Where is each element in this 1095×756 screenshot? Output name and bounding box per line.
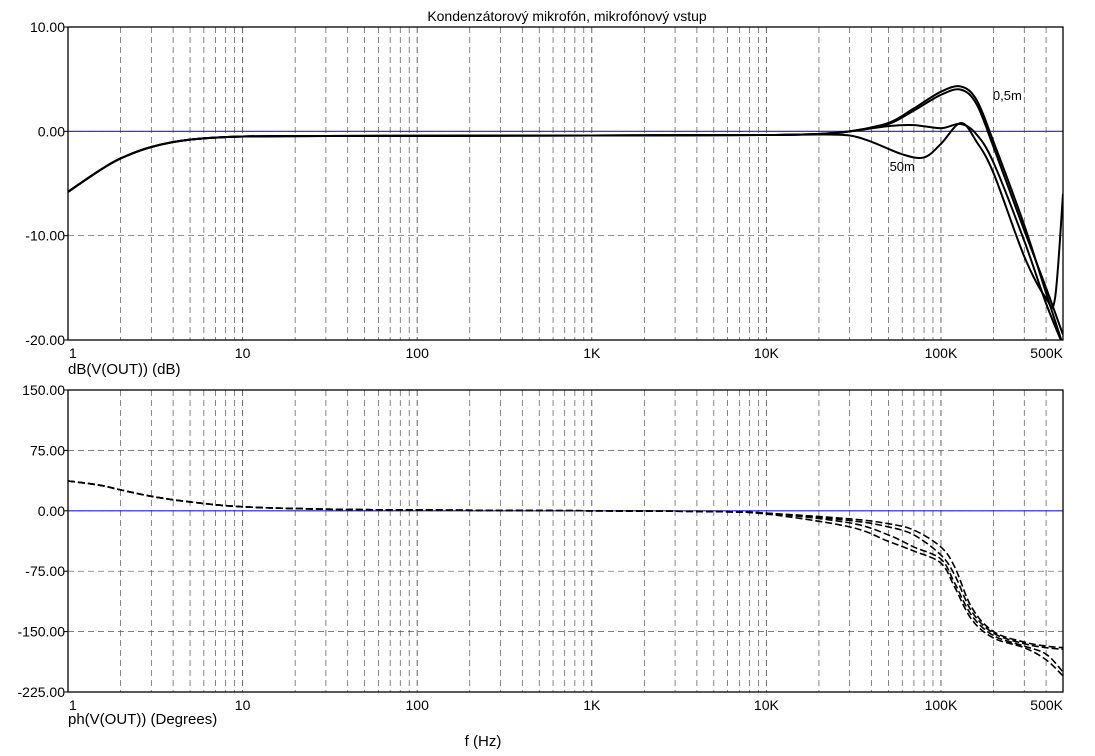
y-axis-label: ph(V(OUT)) (Degrees) bbox=[68, 711, 217, 728]
y-tick-label: 0.00 bbox=[38, 123, 65, 139]
y-tick-label: 10.00 bbox=[30, 19, 65, 35]
y-tick-label: 0.00 bbox=[38, 503, 65, 519]
x-tick-label: 100 bbox=[406, 345, 430, 361]
x-tick-label: 10K bbox=[754, 345, 780, 361]
y-tick-label: -75.00 bbox=[25, 563, 65, 579]
x-tick-label: 1K bbox=[583, 345, 601, 361]
y-tick-label: -10.00 bbox=[25, 228, 65, 244]
x-tick-label: 100K bbox=[925, 697, 958, 713]
x-axis-label: f (Hz) bbox=[465, 733, 502, 750]
chart-title: Kondenzátorový mikrofón, mikrofónový vst… bbox=[427, 8, 707, 24]
x-tick-label: 500K bbox=[1030, 345, 1063, 361]
y-tick-label: -20.00 bbox=[25, 332, 65, 348]
x-tick-label: 10 bbox=[235, 697, 251, 713]
y-tick-label: -225.00 bbox=[18, 684, 66, 700]
y-tick-label: 150.00 bbox=[22, 382, 65, 398]
plot-frame bbox=[67, 389, 1064, 693]
x-tick-label: 100K bbox=[925, 345, 958, 361]
y-tick-label: -150.00 bbox=[18, 624, 66, 640]
curve-annotation: 0,5m bbox=[993, 88, 1022, 103]
magnitude-plot: 10.00 0.00 -10.00 -20.001 10 100 1K 10K 100K 500K… bbox=[25, 19, 1063, 378]
plot-frame bbox=[67, 26, 1064, 341]
series-line-4 bbox=[68, 121, 1063, 309]
series-group bbox=[68, 480, 1063, 677]
curve-annotation: 50m bbox=[890, 159, 915, 174]
series-group bbox=[68, 85, 1063, 340]
y-axis-label: dB(V(OUT)) (dB) bbox=[68, 361, 181, 378]
x-tick-label: 100 bbox=[406, 697, 430, 713]
x-tick-label: 1 bbox=[69, 345, 77, 361]
series-line-4 bbox=[68, 480, 1063, 677]
x-tick-label: 500K bbox=[1030, 697, 1063, 713]
x-tick-label: 1 bbox=[69, 697, 77, 713]
x-tick-label: 10K bbox=[754, 697, 780, 713]
x-tick-label: 1K bbox=[583, 697, 601, 713]
phase-plot: 150.00 75.00 0.00 -75.00 -150.00 -225.001 10 10… bbox=[18, 382, 1064, 728]
y-tick-label: 75.00 bbox=[30, 442, 65, 458]
x-tick-label: 10 bbox=[235, 345, 251, 361]
